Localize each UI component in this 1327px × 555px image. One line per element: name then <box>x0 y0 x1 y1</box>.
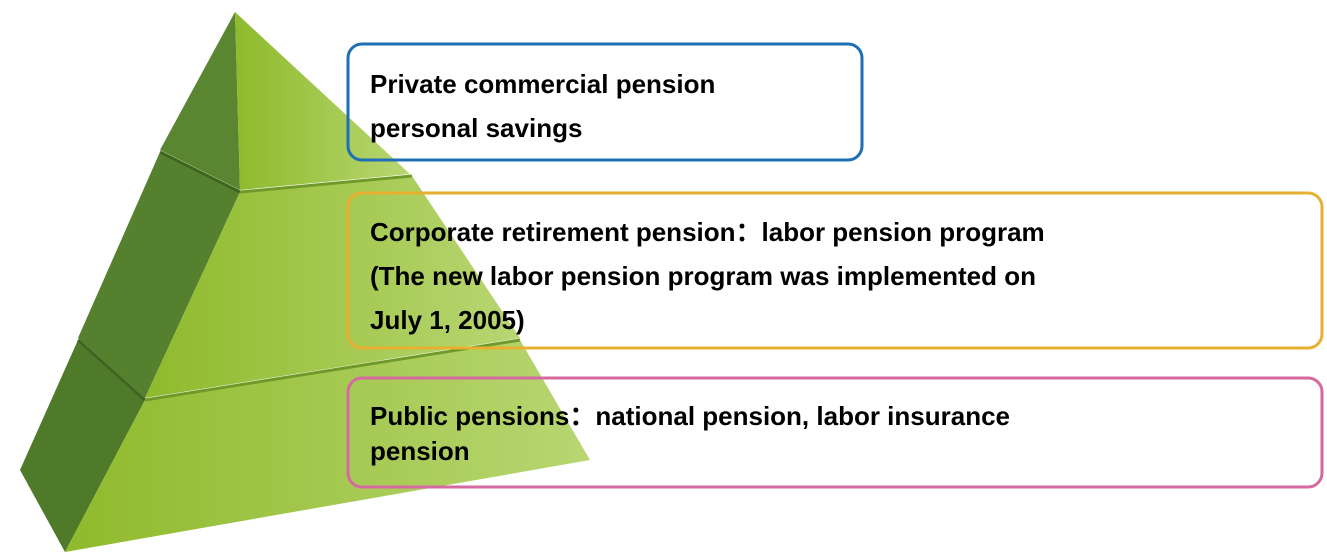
tier-edge <box>144 338 521 402</box>
tier-3-dark <box>20 340 145 552</box>
tier-text: Private commercial pension <box>370 69 715 99</box>
tier-1-light <box>235 12 410 190</box>
tier-text: (The new labor pension program was imple… <box>370 261 1036 291</box>
tier-text: Corporate retirement pension：labor pensi… <box>370 217 1045 247</box>
tier-3-box <box>346 376 1324 489</box>
tier-text: pension <box>370 436 470 466</box>
tier-text: personal savings <box>370 113 582 143</box>
pyramid <box>20 12 590 552</box>
tier-2-light <box>145 176 520 398</box>
tier-edge <box>76 338 147 402</box>
tier-text: July 1, 2005) <box>370 305 525 335</box>
tier-edge <box>239 174 413 194</box>
tier-text: Public pensions：national pension, labor … <box>370 401 1010 431</box>
tier-edge <box>159 150 241 194</box>
tier-1-dark <box>160 12 240 190</box>
tier-1-box <box>346 42 864 162</box>
tier-2-box <box>346 191 1324 350</box>
tier-2-dark <box>78 152 240 398</box>
